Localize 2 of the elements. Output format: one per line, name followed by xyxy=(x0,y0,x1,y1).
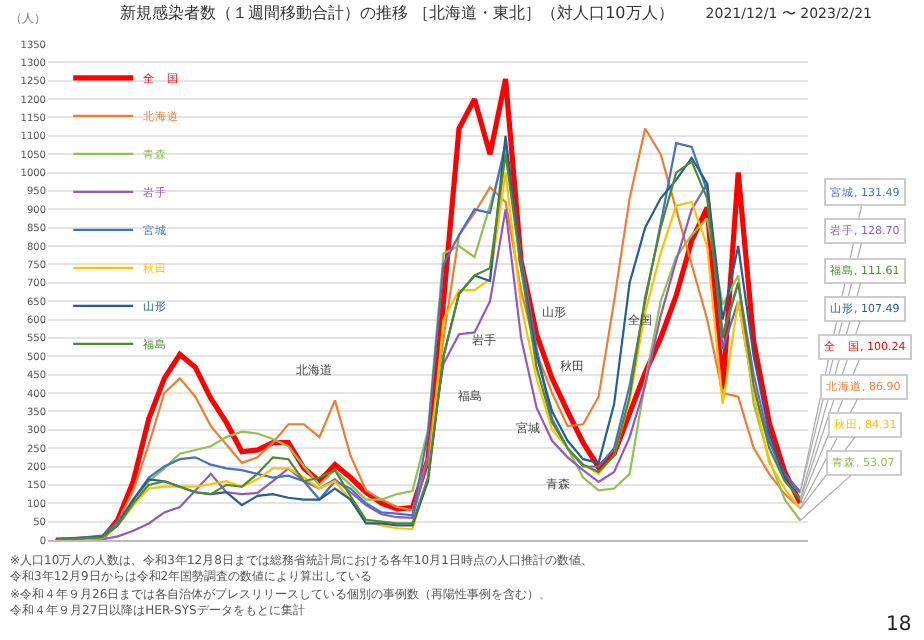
text: 18 xyxy=(886,614,912,636)
chart-title: 新規感染者数（１週間移動合計）の推移 ［北海道・東北］（対人口10万人） xyxy=(120,3,674,22)
